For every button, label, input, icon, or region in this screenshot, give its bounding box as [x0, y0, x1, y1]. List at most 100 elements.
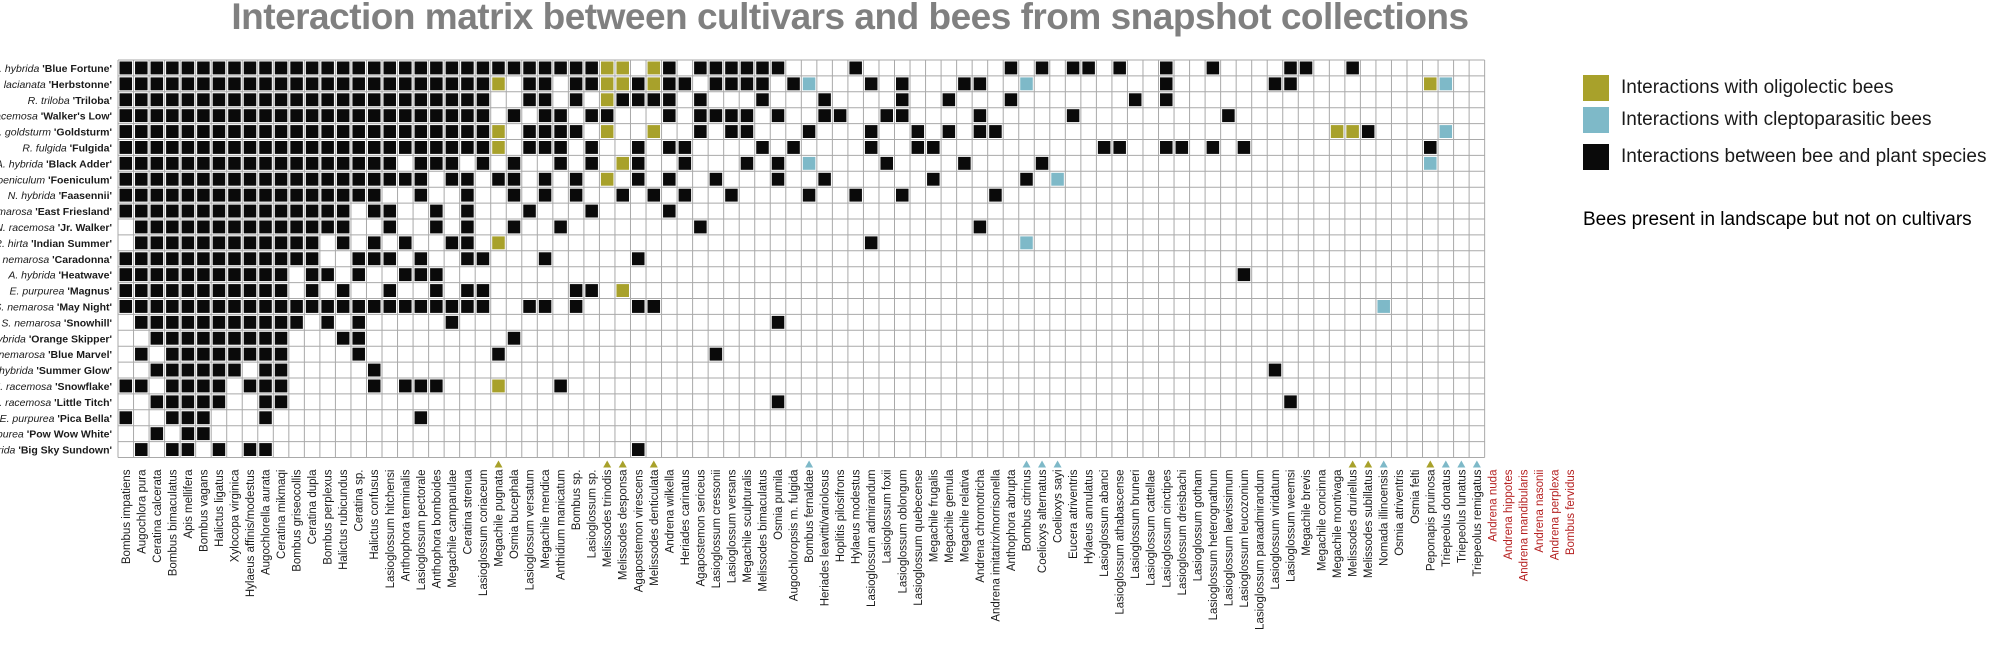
cell-interaction-r2-c21	[445, 93, 459, 107]
cell-interaction-r1-c19	[414, 77, 428, 91]
cell-interaction-r10-c25	[507, 220, 521, 234]
cell-interaction-r5-c43	[787, 141, 800, 154]
row-label-genus: S. nemarosa	[0, 206, 35, 218]
cell-interaction-r24-c3	[166, 443, 179, 456]
cell-interaction-r14-c0	[119, 284, 133, 297]
cell-interaction-r1-c27	[538, 77, 552, 91]
column-label: Andrena wilkella	[664, 469, 676, 553]
cell-interaction-r1-c50	[896, 77, 909, 91]
cell-interaction-r12-c10	[274, 252, 288, 266]
column-label: Lasioglossum paraadmirandum	[1254, 470, 1266, 630]
column-label: Lasioglossum abanci	[1099, 470, 1111, 577]
column-label: Anthidium manicatum	[556, 470, 568, 581]
cell-interaction-r4-c2	[150, 125, 164, 138]
cell-interaction-r22-c4	[181, 411, 195, 425]
oligolectic-marker	[494, 460, 503, 468]
cell-interaction-r14-c8	[243, 284, 257, 297]
column-label: Augochlora pura	[136, 469, 148, 554]
cell-interaction-r0-c24	[492, 61, 505, 75]
cell-interaction-r6-c11	[290, 156, 303, 170]
column-label: Osmia pumila	[773, 469, 785, 540]
cell-interaction-r14-c22	[461, 284, 474, 297]
cell-interaction-r4-c21	[445, 125, 459, 138]
cell-interaction-r1-c18	[399, 77, 412, 91]
cell-interaction-r5-c48	[864, 141, 878, 154]
cell-interaction-r7-c12	[305, 172, 319, 186]
cell-interaction-r7-c8	[243, 172, 257, 186]
column-label: Anthophora bomboides	[431, 469, 443, 588]
cell-interaction-r12-c1	[135, 252, 148, 266]
cell-interaction-r9-c13	[321, 204, 334, 218]
row-label-genus: S. nemarosa	[1, 317, 63, 329]
cell-interaction-r3-c45	[818, 109, 831, 123]
cell-interaction-r3-c27	[538, 109, 552, 123]
cell-interaction-r6-c25	[507, 156, 521, 170]
cell-interaction-r10-c17	[383, 220, 397, 234]
cell-interaction-r12-c16	[367, 252, 381, 266]
cell-interaction-r2-c13	[321, 93, 334, 107]
row-label: E. hybrida 'Big Sky Sundown'	[0, 445, 112, 457]
cell-interaction-r10-c1	[135, 220, 148, 234]
cell-interaction-r14-c9	[259, 284, 272, 297]
row-label: A. hybrida 'Black Adder'	[0, 158, 112, 170]
cell-interaction-r6-c59	[1035, 156, 1049, 170]
cell-interaction-r7-c58	[1020, 172, 1033, 186]
cell-interaction-r6-c16	[367, 156, 381, 170]
cell-interaction-r0-c75	[1284, 61, 1297, 75]
cell-interaction-r15-c10	[274, 300, 288, 313]
row-label-genus: R. hirta	[0, 238, 31, 250]
row-label: N. racemosa 'Walker's Low'	[0, 111, 112, 123]
cell-interaction-r2-c35	[663, 93, 676, 107]
cell-interaction-r0-c39	[725, 61, 738, 75]
cell-interaction-r3-c28	[554, 109, 567, 123]
cell-interaction-r0-c11	[290, 61, 303, 75]
cell-interaction-r24-c4	[181, 443, 195, 456]
cell-interaction-r0-c37	[694, 61, 707, 75]
cell-interaction-r2-c11	[290, 93, 303, 107]
cell-interaction-r4-c6	[212, 125, 226, 138]
cell-interaction-r0-c70	[1206, 61, 1220, 75]
cleptoparasitic-marker	[1457, 460, 1466, 468]
cell-interaction-r11-c22	[461, 236, 474, 250]
cell-cleptoparasitic-r11-c58	[1020, 236, 1033, 250]
cell-interaction-r20-c3	[166, 379, 179, 393]
column-label: Ceratina sp.	[354, 470, 366, 532]
cell-interaction-r4-c40	[740, 125, 754, 138]
column-label: Ceratina mikmaqi	[276, 470, 288, 559]
cell-interaction-r5-c51	[911, 141, 925, 154]
cell-interaction-r15-c18	[399, 300, 412, 313]
cell-interaction-r13-c8	[243, 268, 257, 282]
column-label: Melissodes subillatus	[1363, 469, 1375, 578]
cell-interaction-r3-c18	[399, 109, 412, 123]
cell-interaction-r0-c47	[849, 61, 862, 75]
cell-interaction-r18-c24	[492, 347, 505, 361]
column-label: Anthophora terminalis	[400, 469, 412, 581]
cell-interaction-r4-c56	[989, 125, 1002, 138]
row-label-cultivar: 'Blue Marvel'	[48, 349, 112, 361]
cell-interaction-r6-c21	[445, 156, 459, 170]
cell-interaction-r3-c8	[243, 109, 257, 123]
cell-interaction-r16-c7	[228, 315, 241, 329]
column-label: Megachile sculpturalis	[742, 469, 754, 582]
row-label: N. racemosa 'Jr. Walker'	[0, 222, 112, 234]
cell-interaction-r0-c18	[399, 61, 412, 75]
cell-interaction-r7-c16	[367, 172, 381, 186]
row-label: S. nemarosa 'Caradonna'	[0, 254, 112, 266]
cell-interaction-r8-c11	[290, 188, 303, 202]
chart-title: Interaction matrix between cultivars and…	[231, 0, 1469, 37]
cell-interaction-r19-c16	[367, 363, 381, 377]
cell-interaction-r18-c15	[352, 347, 365, 361]
cell-interaction-r5-c18	[399, 141, 412, 154]
cell-interaction-r9-c0	[119, 204, 133, 218]
legend-item-oligolectic: Interactions with oligolectic bees	[1583, 75, 1893, 101]
cell-interaction-r5-c26	[523, 141, 536, 154]
cell-interaction-r14-c2	[150, 284, 164, 297]
cell-interaction-r8-c2	[150, 188, 164, 202]
cell-interaction-r5-c16	[367, 141, 381, 154]
absent-column-label: Andrena nasonii	[1534, 470, 1546, 553]
cell-interaction-r6-c17	[383, 156, 397, 170]
cell-interaction-r20-c20	[430, 379, 443, 393]
cell-interaction-r3-c10	[274, 109, 288, 123]
column-label: Lasioglossum athabascense	[1115, 470, 1127, 615]
row-label-cultivar: 'Heatwave'	[59, 270, 112, 282]
